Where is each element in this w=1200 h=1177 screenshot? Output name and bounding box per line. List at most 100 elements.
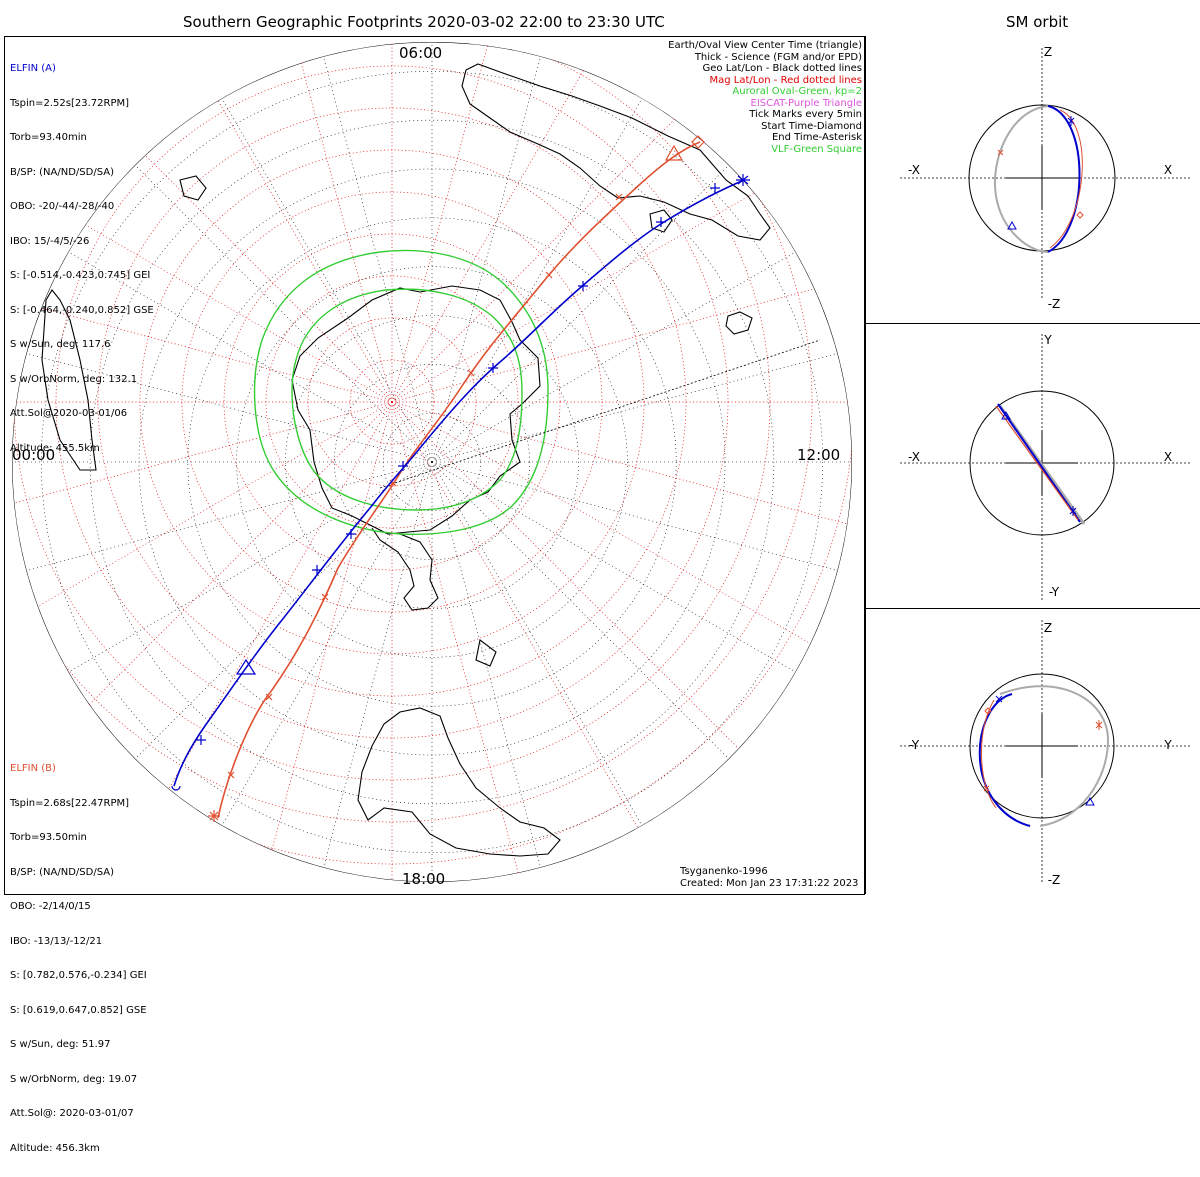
legend-entry: Auroral Oval-Green, kp=2 [732,86,862,97]
orbit-axis-label: -Y [908,738,920,752]
elfin-b-tick [321,593,329,601]
legend-entry: Thick - Science (FGM and/or EPD) [694,51,862,63]
yz-a-triangle [1085,796,1095,806]
elfin-b-info-line: OBO: -2/14/0/15 [10,901,91,912]
geo-grid [12,42,852,882]
legend-entry: Earth/Oval View Center Time (triangle) [668,40,862,51]
orbit-axis-label: X [1163,163,1173,177]
map-frame [4,36,865,895]
elfin-a-tick [346,529,356,539]
legend-entry: End Time-Asterisk [771,132,862,143]
orbit-axis-label: Z [1043,621,1053,635]
elfin-b-info: ELFIN (B) Tspin=2.68s[22.47RPM] Torb=93.… [10,740,147,1177]
elfin-b-center-triangle [664,144,684,161]
xz-b-diamond [1076,211,1084,219]
yz-orbit-b [980,699,997,809]
time-label-bottom: 18:00 [402,870,446,888]
legend-entry: EISCAT-Purple Triangle [750,97,863,109]
legend-entry: Mag Lat/Lon - Red dotted lines [709,74,862,86]
auroral-oval-outer [253,249,549,535]
orbit-panel-yz [900,620,1190,884]
geo-lat-circle [89,119,775,805]
elfin-b-tick [467,369,475,377]
elfin-a-ticks [171,174,750,791]
xz-orbit-a [1047,105,1081,253]
orbit-axis-label: -Z [1047,873,1061,887]
elfin-b-ticks [208,135,705,822]
legend-entry: VLF-Green Square [771,143,862,155]
elfin-a-info-line: S: [-0.514,-0.423,0.745] GEI [10,270,151,281]
elfin-b-end-asterisk [208,810,220,822]
xz-a-triangle [1007,220,1017,230]
elfin-a-info-line: S w/OrbNorm, deg: 132.1 [10,373,138,385]
tasmania-coast [649,209,673,233]
australia-coast [461,63,771,241]
elfin-a-end-asterisk [736,174,750,186]
elfin-b-info-line: S w/OrbNorm, deg: 19.07 [10,1073,138,1085]
elfin-a-tick [488,363,498,373]
elfin-b-tick [615,193,623,201]
elfin-b-info-line: ELFIN (B) [10,763,56,774]
yz-b-diamond [984,707,992,715]
elfin-a-info-line: Altitude: 455.5km [10,442,100,454]
elfin-b-info-line: Torb=93.50min [10,832,87,843]
elfin-a-info-line: S: [-0.464,-0.240,0.852] GSE [10,304,154,316]
south-america-coast [357,707,561,857]
legend-entry: Tick Marks every 5min [749,109,862,120]
orbit-axis-label: -X [908,163,920,177]
elfin-b-info-line: B/SP: (NA/ND/SD/SA) [10,866,114,878]
south-africa-coast [41,289,97,471]
antarctic-peninsula [371,527,439,611]
elfin-b-track [217,141,701,819]
elfin-a-tick [710,183,720,193]
auroral-ovals [253,249,549,535]
yz-orbit-a [978,693,1031,827]
time-label-left: 00:00 [12,446,56,464]
yz-orbit-gray [999,685,1110,827]
orbit-axis-label: Y [1044,333,1052,347]
xy-a-triangle [1001,410,1011,420]
geo-lat-circle [334,364,530,560]
earth-circle [969,673,1115,819]
time-label-top: 06:00 [399,44,443,62]
yz-a-asterisk [995,695,1003,703]
elfin-a-info-line: B/SP: (NA/ND/SD/SA) [10,166,114,178]
footprint-map [4,36,1200,895]
xy-a-asterisk [1069,506,1077,516]
chart-title: Southern Geographic Footprints 2020-03-0… [183,13,665,31]
elfin-b-info-line: S: [0.619,0.647,0.852] GSE [10,1004,147,1016]
elfin-a-track [173,179,745,787]
elfin-a-tick [312,565,322,575]
credit-model: Tsyganenko-1996 [680,866,768,877]
geo-lat-circle [236,266,628,658]
orbit-axis-label: Y [1164,738,1172,752]
elfin-b-start-diamond [691,135,705,149]
elfin-b-tick [227,771,235,779]
elfin-b-tick [545,271,553,279]
time-label-right: 12:00 [797,446,841,464]
elfin-a-info-line: Tspin=2.52s[23.72RPM] [10,97,130,109]
elfin-a-info-line: ELFIN (A) [10,63,56,74]
elfin-a-info-line: S w/Sun, deg: 117.6 [10,339,111,350]
legend-entry: Geo Lat/Lon - Black dotted lines [702,63,862,74]
orbit-axis-label: X [1163,450,1173,464]
elfin-a-tick [196,735,206,745]
xz-a-asterisk [1067,116,1075,126]
elfin-a-info-line: Torb=93.40min [10,132,87,143]
xy-orbit-b [995,405,1079,521]
auroral-oval-inner [291,288,523,511]
elfin-b-tick [265,693,273,701]
mag-grid [12,42,852,882]
elfin-a-info-line: IBO: 15/-4/5/-26 [10,235,90,247]
legend: Earth/Oval View Center Time (triangle) T… [668,40,862,155]
xy-orbit-a [997,403,1081,523]
side-title: SM orbit [1006,13,1069,31]
geo-lat-circle [138,168,726,756]
legend-entry: Start Time-Diamond [761,120,862,132]
credit-created: Created: Mon Jan 23 17:31:22 2023 [680,878,859,889]
orbit-axis-label: Z [1043,45,1053,59]
geo-lat-circle [41,71,823,853]
elfin-b-info-line: IBO: -13/13/-12/21 [10,935,103,947]
orbit-panel-xy [900,334,1190,600]
yz-b-asterisk-2 [983,785,990,792]
